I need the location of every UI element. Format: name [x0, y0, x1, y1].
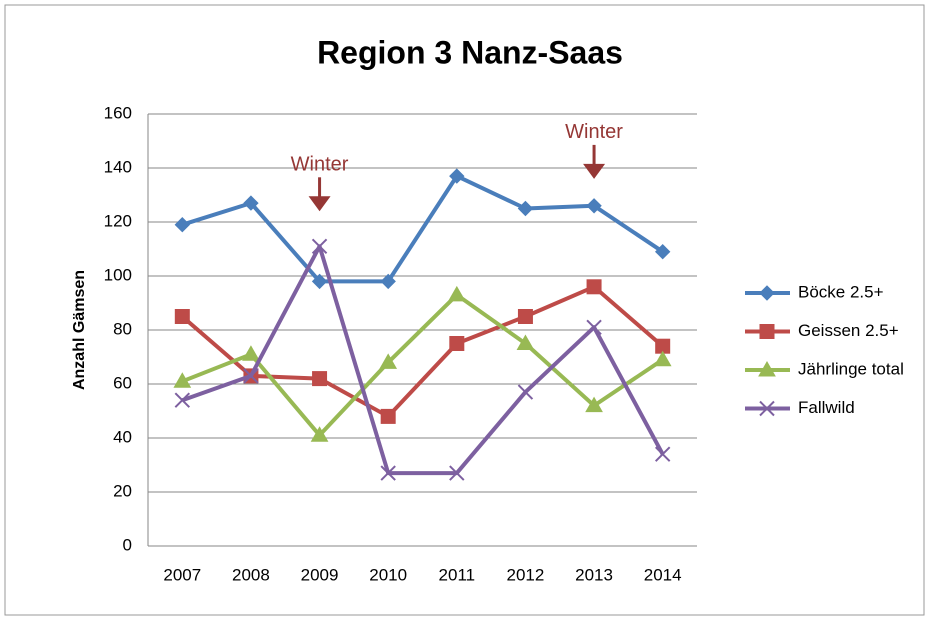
x-tick-label: 2011 — [439, 565, 476, 584]
marker — [759, 285, 775, 301]
marker — [759, 400, 775, 417]
marker — [174, 392, 191, 408]
y-tick-label: 140 — [104, 157, 132, 176]
marker — [586, 279, 602, 295]
marker — [654, 446, 671, 462]
marker — [449, 168, 465, 184]
marker — [380, 408, 396, 424]
legend-label: Jährlinge total — [798, 359, 904, 378]
y-tick-label: 80 — [113, 319, 132, 338]
marker — [243, 368, 259, 384]
annotation-arrowhead — [583, 163, 606, 179]
marker — [759, 324, 775, 339]
marker — [654, 243, 671, 260]
marker — [310, 426, 329, 442]
chart-border — [4, 4, 925, 616]
marker — [312, 371, 328, 387]
y-tick-label: 100 — [104, 265, 132, 284]
marker — [174, 309, 190, 324]
marker — [517, 200, 534, 217]
x-tick-label: 2007 — [163, 565, 201, 584]
y-tick-label: 60 — [113, 373, 132, 392]
marker — [653, 350, 672, 367]
annotation-arrowhead — [308, 196, 331, 212]
marker — [517, 384, 534, 400]
marker — [243, 195, 259, 211]
marker — [447, 285, 466, 302]
y-tick-label: 20 — [113, 481, 132, 500]
x-tick-label: 2013 — [575, 565, 613, 584]
series-line — [181, 284, 664, 419]
y-tick-label: 120 — [104, 211, 132, 230]
chart-title: Region 3 Nanz-Saas — [317, 34, 623, 70]
marker — [449, 336, 465, 351]
marker — [586, 319, 602, 336]
x-tick-label: 2014 — [644, 565, 682, 584]
series-line — [181, 174, 664, 284]
marker — [311, 238, 328, 255]
legend-label: Böcke 2.5+ — [798, 282, 884, 301]
x-tick-label: 2012 — [507, 565, 545, 584]
legend-label: Geissen 2.5+ — [798, 321, 899, 340]
annotation: Winter — [291, 154, 349, 176]
marker — [380, 465, 396, 481]
marker — [380, 273, 396, 290]
marker — [173, 372, 192, 388]
series-line — [181, 244, 665, 476]
marker — [585, 396, 603, 413]
marker — [586, 198, 602, 214]
legend-label: Fallwild — [798, 398, 855, 417]
x-tick-label: 2010 — [369, 565, 407, 584]
marker — [311, 273, 328, 290]
series-line — [181, 292, 664, 438]
annotation: Winter — [565, 121, 623, 143]
marker — [449, 465, 465, 481]
marker — [242, 345, 260, 361]
marker — [516, 334, 535, 350]
y-tick-label: 40 — [113, 427, 132, 446]
marker — [379, 353, 398, 369]
marker — [174, 216, 191, 233]
y-axis-label: Anzahl Gämsen — [71, 270, 88, 390]
y-tick-label: 160 — [104, 103, 132, 122]
y-tick-label: 0 — [123, 535, 132, 554]
marker — [517, 309, 533, 324]
x-tick-label: 2009 — [301, 565, 339, 584]
marker — [758, 360, 776, 377]
x-tick-label: 2008 — [232, 565, 270, 584]
